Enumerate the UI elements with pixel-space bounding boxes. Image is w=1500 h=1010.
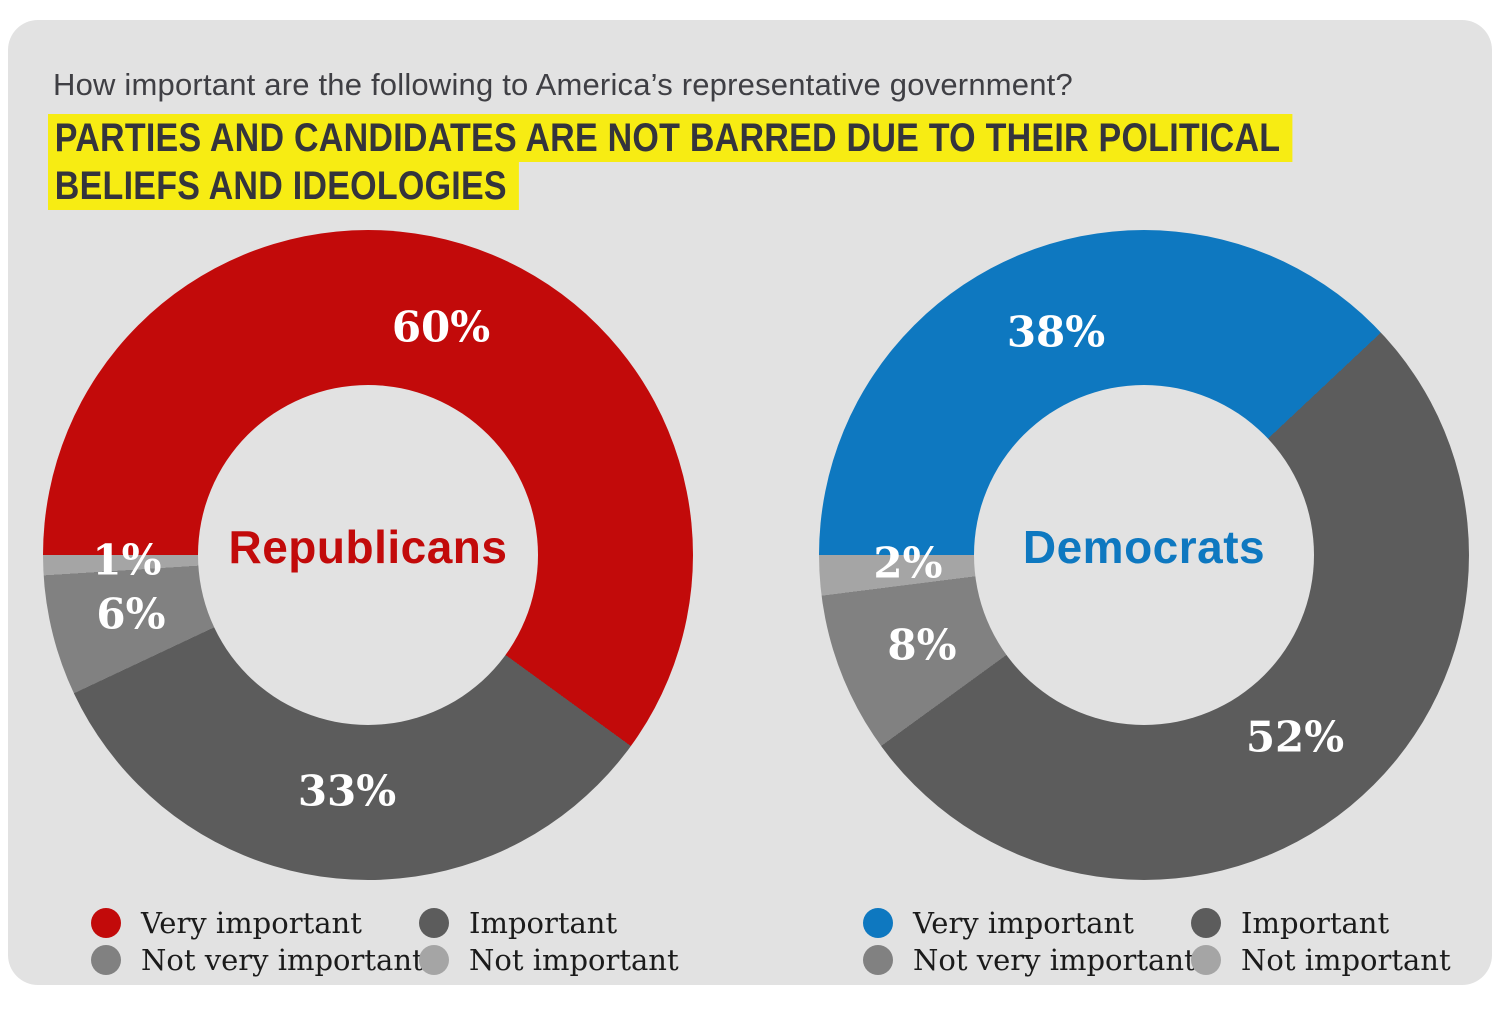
legend-label-not-very-important: Not very important (141, 943, 424, 977)
headline-row-2: BELIEFS AND IDEOLOGIES (48, 162, 1500, 210)
headline: PARTIES AND CANDIDATES ARE NOT BARRED DU… (48, 114, 1500, 210)
legend-label-very-important: Very important (913, 906, 1134, 940)
headline-line-2: BELIEFS AND IDEOLOGIES (48, 162, 519, 210)
republicans-donut-chart: 60% 33% 6% 1% Republicans (43, 230, 693, 880)
legend-dot-very-important (91, 908, 121, 938)
slice-label-important: 52% (1245, 712, 1345, 762)
slice-label-not-important: 1% (92, 535, 162, 585)
democrats-group-label: Democrats (1022, 521, 1266, 573)
legend-label-not-important: Not important (469, 943, 679, 977)
legend-dot-very-important (863, 908, 893, 938)
legend-label-very-important: Very important (141, 906, 362, 940)
democrats-donut-hole: Democrats (974, 385, 1314, 725)
legend-dot-important (419, 908, 449, 938)
legend-item-very-important: Very important (91, 906, 419, 940)
headline-row-1: PARTIES AND CANDIDATES ARE NOT BARRED DU… (48, 114, 1500, 162)
legend-dot-important (1191, 908, 1221, 938)
headline-line-1: PARTIES AND CANDIDATES ARE NOT BARRED DU… (48, 114, 1293, 162)
legend-item-important: Important (1191, 906, 1451, 940)
democrats-donut-chart: 38% 52% 8% 2% Democrats (819, 230, 1469, 880)
legend-item-not-very-important: Not very important (863, 943, 1196, 977)
legend-dot-not-very-important (91, 945, 121, 975)
legend-label-not-important: Not important (1241, 943, 1451, 977)
slice-label-not-very-important: 8% (887, 620, 957, 670)
slice-label-very-important: 38% (1006, 307, 1106, 357)
slice-label-not-very-important: 6% (96, 589, 166, 639)
legend-label-not-very-important: Not very important (913, 943, 1196, 977)
question-title: How important are the following to Ameri… (53, 67, 1073, 102)
democrats-legend: Very important Important Not very import… (863, 906, 1451, 977)
slice-label-very-important: 60% (391, 302, 491, 352)
slice-label-important: 33% (297, 766, 397, 816)
legend-dot-not-important (419, 945, 449, 975)
slice-label-not-important: 2% (873, 538, 943, 588)
republicans-donut-hole: Republicans (198, 385, 538, 725)
republicans-legend: Very important Important Not very import… (91, 906, 679, 977)
legend-item-very-important: Very important (863, 906, 1191, 940)
legend-label-important: Important (1241, 906, 1390, 940)
legend-dot-not-important (1191, 945, 1221, 975)
chart-card: How important are the following to Ameri… (8, 20, 1492, 985)
legend-dot-not-very-important (863, 945, 893, 975)
legend-item-important: Important (419, 906, 679, 940)
legend-item-not-important: Not important (1191, 943, 1451, 977)
republicans-group-label: Republicans (228, 521, 508, 573)
legend-label-important: Important (469, 906, 618, 940)
legend-item-not-important: Not important (419, 943, 679, 977)
legend-item-not-very-important: Not very important (91, 943, 424, 977)
